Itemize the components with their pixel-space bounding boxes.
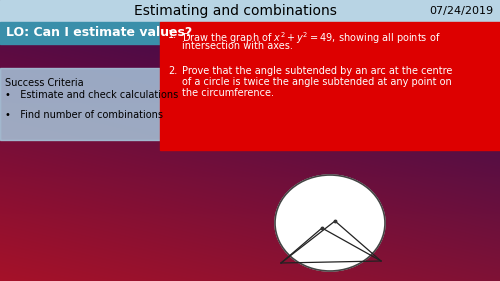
Text: of a circle is twice the angle subtended at any point on: of a circle is twice the angle subtended…	[182, 77, 452, 87]
Text: LO: Can I estimate values?: LO: Can I estimate values?	[6, 26, 192, 40]
Text: intersection with axes.: intersection with axes.	[182, 41, 293, 51]
Text: •   Estimate and check calculations: • Estimate and check calculations	[5, 90, 178, 100]
Text: •   Find number of combinations: • Find number of combinations	[5, 110, 163, 120]
Text: Success Criteria: Success Criteria	[5, 78, 84, 88]
Bar	[0, 68, 160, 140]
Bar	[160, 22, 500, 150]
Text: 2.: 2.	[168, 66, 177, 76]
Text: 1.: 1.	[168, 30, 177, 40]
Ellipse shape	[275, 175, 385, 271]
Text: Estimating and combinations: Estimating and combinations	[134, 4, 336, 18]
Text: the circumference.: the circumference.	[182, 88, 274, 98]
Text: 07/24/2019: 07/24/2019	[429, 6, 493, 16]
Bar	[0, 0, 500, 22]
Bar	[0, 22, 160, 44]
Text: Prove that the angle subtended by an arc at the centre: Prove that the angle subtended by an arc…	[182, 66, 452, 76]
Text: Draw the graph of $x^2 + y^2 = 49$, showing all points of: Draw the graph of $x^2 + y^2 = 49$, show…	[182, 30, 440, 46]
